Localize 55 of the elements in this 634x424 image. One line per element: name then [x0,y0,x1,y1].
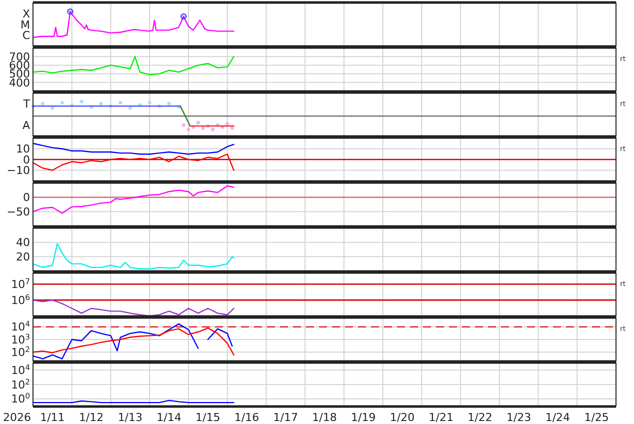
y-tick-label: 0 [23,191,30,204]
y-tick-label: 0 [23,153,30,166]
point [226,122,230,126]
y-tick-label: 20 [16,250,30,264]
y-tick-label: 10 [16,142,30,156]
point [210,128,215,132]
point [182,123,186,127]
y-tick-label: 10$^{7}$ [11,276,30,291]
point [196,120,200,124]
x-tick-label: 1/20 [390,411,415,424]
y-axis-title: X M C [20,8,30,42]
x-tick-label: 1/23 [506,411,532,424]
x-tick-label: 1/13 [118,411,143,424]
point [167,102,171,106]
y-tick-label: 10$^{2}$ [11,344,30,360]
y-tick-label: 10$^{0}$ [11,391,30,406]
x-tick-label: 1/16 [234,411,260,424]
y-tick-label: 10$^{6}$ [11,292,30,307]
x-tick-label: 1/12 [78,411,104,424]
point [40,102,45,106]
line-series [32,154,234,171]
line-series [32,299,234,317]
point [128,106,132,110]
point [148,100,152,104]
y-tick-label: −10 [6,164,30,178]
line-series [32,243,234,270]
line-series [32,56,234,76]
y-axis-title: T A [22,98,30,132]
y-tick-label: 40 [16,236,30,250]
line-series [32,142,234,155]
y-tick-label: −50 [6,206,30,219]
x-tick-label: 1/15 [196,411,220,424]
y-tick-label: 10$^{3}$ [11,332,30,346]
y-tick-label: 10$^{4}$ [11,319,30,334]
x-tick-label: 1/22 [468,411,492,424]
point [50,106,54,110]
point [186,128,190,132]
x-tick-label: 1/25 [584,411,609,424]
point [80,100,84,104]
point [201,126,205,130]
line-series [32,185,234,214]
x-tick-label: 1/18 [312,411,337,424]
x-tick-label: 1/19 [351,411,376,424]
x-tick-label: 1/14 [156,411,182,424]
y-tick-label: 10$^{2}$ [11,376,30,392]
x-tick-label: 1/24 [545,411,570,424]
x-tick-label: 1/11 [40,411,65,424]
point [60,100,64,104]
x-tick-label: 1/21 [428,411,454,424]
point [230,126,234,130]
point [99,102,103,106]
x-tick-label: 1/17 [273,411,298,424]
point [118,100,122,104]
y-tick-label: 10$^{4}$ [11,362,30,378]
x-axis-title: 2026 [3,411,31,424]
